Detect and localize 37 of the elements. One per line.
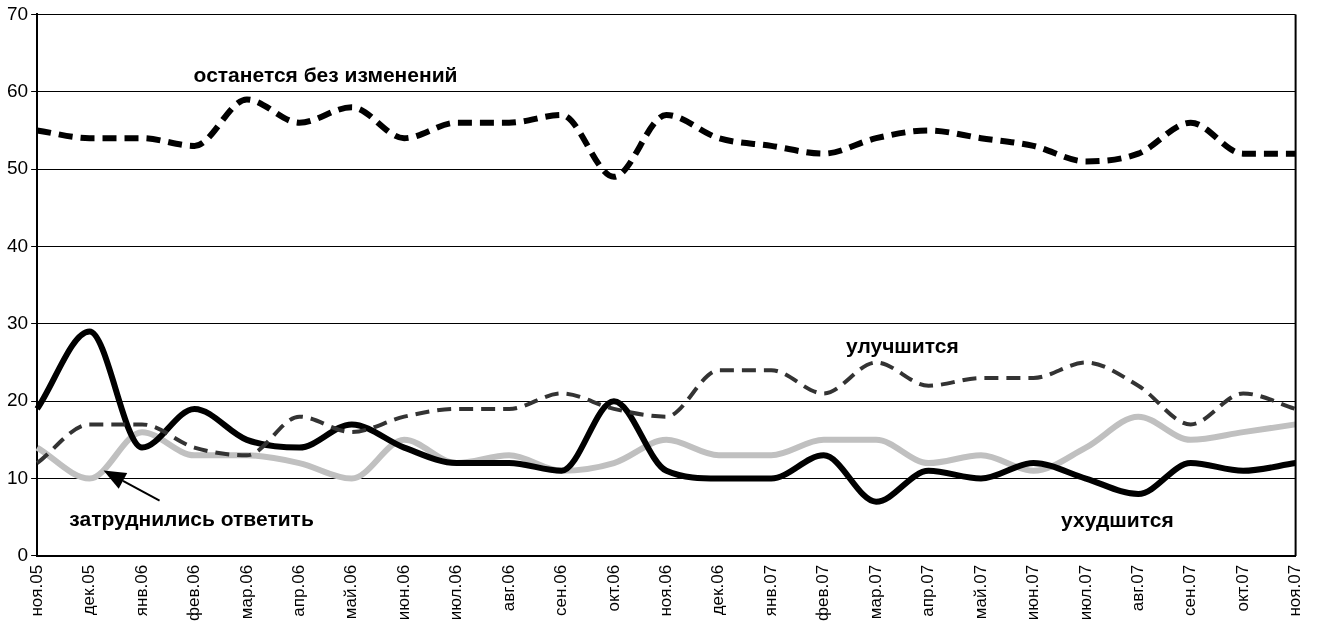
x-tick-label: авг.06 xyxy=(498,564,518,612)
x-tick-label: май.06 xyxy=(341,564,361,620)
x-tick-label: июн.06 xyxy=(393,564,413,621)
y-tick-label: 60 xyxy=(6,79,29,101)
x-tick-label: дек.05 xyxy=(79,564,99,616)
x-tick-label: окт.06 xyxy=(603,564,623,612)
y-tick-label: 20 xyxy=(6,389,29,411)
x-tick-label: апр.06 xyxy=(289,564,308,617)
annotation: затруднились ответить xyxy=(69,507,314,531)
x-tick-label: дек.06 xyxy=(708,564,728,616)
x-tick-label: окт.07 xyxy=(1232,564,1252,612)
x-tick-label: янв.07 xyxy=(760,564,780,617)
x-tick-label: июл.07 xyxy=(1075,564,1095,621)
x-tick-label: ноя.05 xyxy=(26,564,46,617)
series-label: ухудшится xyxy=(1060,507,1174,531)
y-tick-label: 10 xyxy=(6,466,29,488)
y-tick-label: 70 xyxy=(6,2,29,24)
x-tick-label: сен.06 xyxy=(551,564,571,616)
x-tick-label: сен.07 xyxy=(1180,564,1200,616)
x-tick-label: авг.07 xyxy=(1127,564,1147,612)
y-tick-label: 0 xyxy=(17,544,29,566)
x-tick-label: ноя.07 xyxy=(1285,564,1305,617)
series-label: останется без изменений xyxy=(193,63,458,87)
x-tick-label: янв.06 xyxy=(131,564,151,617)
x-tick-label: июн.07 xyxy=(1023,564,1043,621)
y-tick-label: 40 xyxy=(6,234,29,256)
x-tick-label: апр.07 xyxy=(918,564,938,617)
x-tick-label: июл.06 xyxy=(446,564,466,621)
x-tick-label: мар.07 xyxy=(865,564,885,620)
x-tick-label: фев.06 xyxy=(184,564,204,621)
x-tick-label: мар.06 xyxy=(236,564,256,620)
series-label: улучшится xyxy=(845,333,959,357)
y-tick-label: 50 xyxy=(6,157,29,179)
x-tick-label: фев.07 xyxy=(813,564,833,621)
x-tick-label: май.07 xyxy=(970,564,990,620)
y-tick-label: 30 xyxy=(6,312,29,334)
x-tick-label: ноя.06 xyxy=(656,564,676,617)
